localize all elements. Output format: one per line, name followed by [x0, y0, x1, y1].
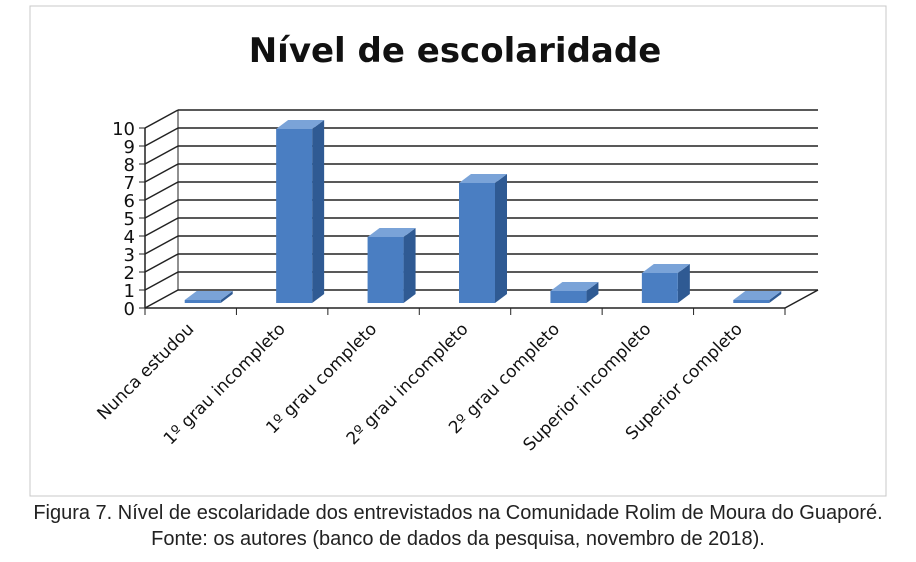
- bar: [550, 282, 599, 303]
- gridline-side: [144, 271, 179, 291]
- floor-right-edge: [784, 289, 819, 309]
- bar-front: [184, 300, 221, 303]
- bar: [276, 120, 325, 303]
- figure-caption: Figura 7. Nível de escolaridade dos entr…: [0, 500, 916, 552]
- y-tick-label: 1: [124, 281, 135, 302]
- gridline-side: [144, 217, 179, 237]
- gridline-side: [144, 127, 179, 147]
- bar-top: [733, 291, 782, 300]
- gridline-side: [144, 109, 179, 129]
- bar-top: [276, 120, 325, 129]
- bar-side: [769, 291, 782, 303]
- y-tick-label: 9: [124, 137, 135, 158]
- bar-side: [495, 174, 507, 303]
- bars: [184, 120, 782, 303]
- bar-side: [220, 291, 233, 303]
- bar-side: [677, 264, 690, 303]
- y-tick-label: 7: [124, 173, 135, 194]
- chart-title: Nível de escolaridade: [249, 31, 662, 71]
- bar-front: [550, 291, 587, 303]
- bar-side: [312, 120, 325, 303]
- y-tick-label: 8: [124, 155, 135, 176]
- bar-side: [586, 282, 599, 303]
- gridline-side: [144, 289, 179, 309]
- y-tick-label: 10: [112, 119, 135, 140]
- bar-top: [641, 264, 690, 273]
- bar: [367, 228, 416, 303]
- bar-side: [403, 228, 416, 303]
- gridline-side: [144, 163, 179, 183]
- gridline-side: [144, 199, 179, 219]
- bar-front: [367, 237, 404, 303]
- chart-border: [29, 5, 887, 497]
- bar-top: [184, 291, 233, 300]
- bar-front: [641, 273, 678, 303]
- bar-top: [550, 282, 599, 291]
- y-tick-label: 2: [124, 263, 135, 284]
- y-tick-label: 3: [124, 245, 135, 266]
- y-tick-label: 0: [124, 299, 135, 320]
- y-tick-label: 6: [124, 191, 135, 212]
- bar: [733, 291, 782, 303]
- bar-top: [367, 228, 416, 237]
- bar: [184, 291, 233, 303]
- gridline-side: [144, 181, 179, 201]
- caption-line-2: Fonte: os autores (banco de dados da pes…: [151, 528, 765, 550]
- bar-front: [459, 183, 495, 303]
- bar-top: [459, 174, 507, 183]
- bar-front: [733, 300, 770, 303]
- bar: [641, 264, 690, 303]
- y-tick-label: 4: [124, 227, 135, 248]
- gridline-side: [144, 253, 179, 273]
- gridline-side: [144, 145, 179, 165]
- gridline-side: [144, 235, 179, 255]
- y-tick-label: 5: [124, 209, 135, 230]
- bar: [459, 174, 507, 303]
- bar-front: [276, 129, 313, 303]
- caption-line-1: Figura 7. Nível de escolaridade dos entr…: [33, 502, 883, 524]
